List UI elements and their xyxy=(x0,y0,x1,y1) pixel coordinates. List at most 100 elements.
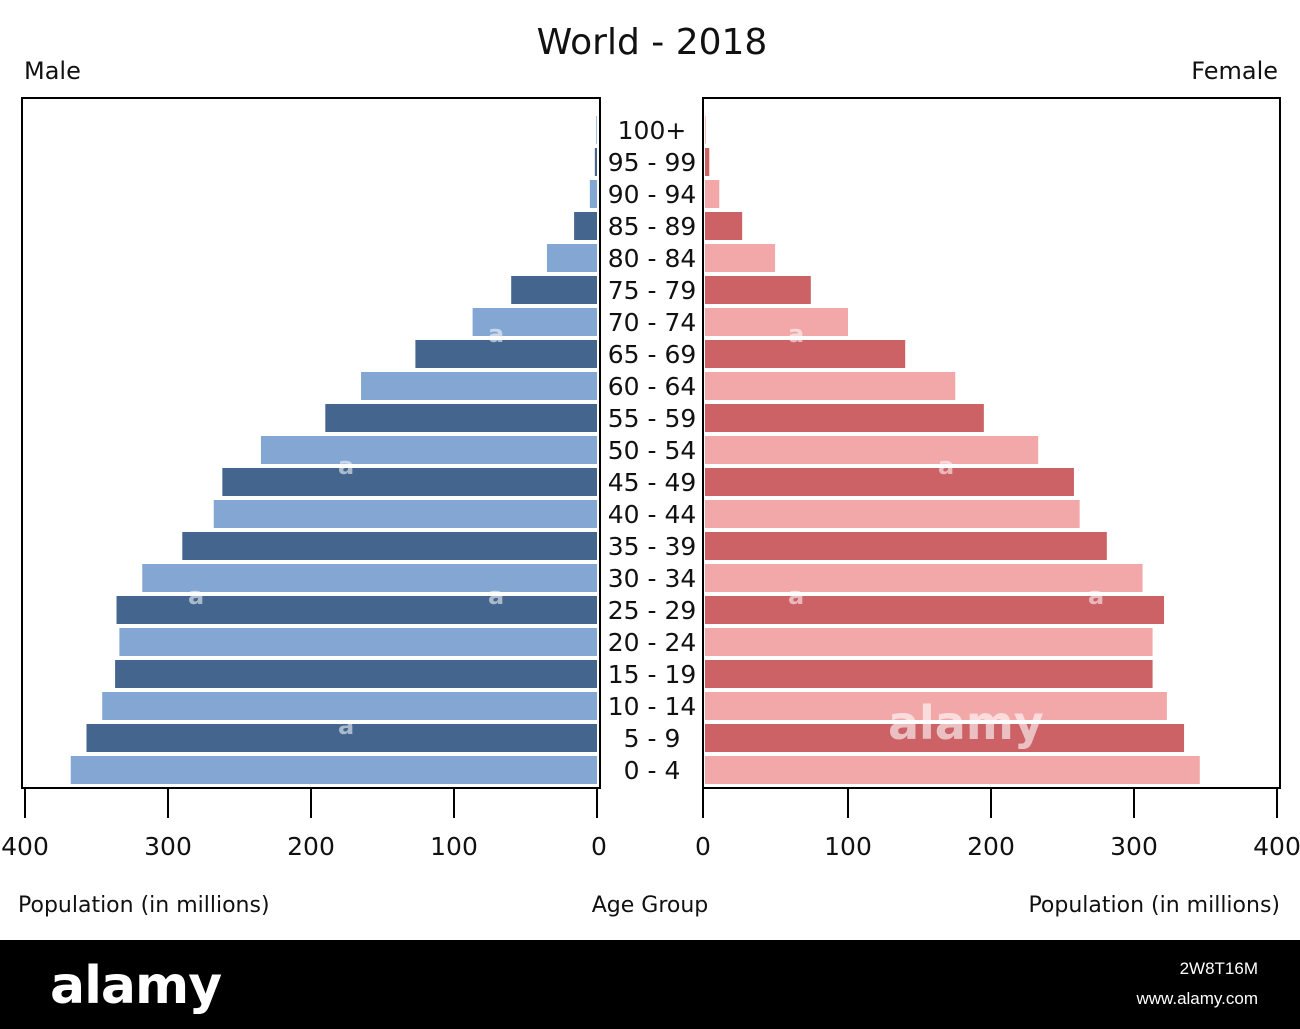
age-group-label: 30 - 34 xyxy=(608,564,697,593)
watermark-mark: a xyxy=(788,582,805,610)
age-group-label: 45 - 49 xyxy=(608,468,697,497)
male-tick-label: 400 xyxy=(1,832,49,861)
age-group-labels: 100+ 95 - 99 90 - 94 85 - 89 80 - 84 75 - 79 7… xyxy=(608,116,697,785)
female-bar-45-49 xyxy=(705,468,1074,496)
male-bar-60-64 xyxy=(361,372,597,400)
male-bar-35-39 xyxy=(182,532,598,560)
female-bar-85-89 xyxy=(705,212,743,240)
watermark-mark: a xyxy=(338,712,355,740)
male-bar-0-4 xyxy=(70,756,597,784)
age-group-label: 10 - 14 xyxy=(608,692,697,721)
watermark-info: 2W8T16M www.alamy.com xyxy=(1136,954,1258,1014)
male-bar-80-84 xyxy=(546,244,597,272)
age-group-label: 0 - 4 xyxy=(624,756,681,785)
watermark-mark: a xyxy=(1088,582,1105,610)
female-bar-20-24 xyxy=(705,628,1153,656)
female-bar-50-54 xyxy=(705,436,1039,464)
male-bar-65-69 xyxy=(415,340,597,368)
age-group-label: 50 - 54 xyxy=(608,436,697,465)
male-tick-label: 100 xyxy=(430,832,478,861)
age-group-label: 40 - 44 xyxy=(608,500,697,529)
male-bar-90-94 xyxy=(589,180,597,208)
female-bar-95-99 xyxy=(705,148,710,176)
watermark-mark: a xyxy=(488,582,505,610)
female-bar-80-84 xyxy=(705,244,776,272)
male-bar-95-99 xyxy=(594,148,597,176)
female-bar-90-94 xyxy=(705,180,720,208)
age-group-label: 65 - 69 xyxy=(608,340,697,369)
female-tick-label: 200 xyxy=(967,832,1015,861)
female-bar-15-19 xyxy=(705,660,1153,688)
alamy-logo: alamy xyxy=(50,956,222,1016)
site-url: www.alamy.com xyxy=(1136,989,1258,1008)
age-group-label: 75 - 79 xyxy=(608,276,697,305)
male-bar-10-14 xyxy=(102,692,597,720)
male-bar-30-34 xyxy=(142,564,597,592)
male-panel-label: Male xyxy=(24,57,81,85)
male-bar-45-49 xyxy=(222,468,597,496)
age-group-label: 60 - 64 xyxy=(608,372,697,401)
female-panel: 0 100 200 300 400 xyxy=(695,97,1300,861)
female-bar-55-59 xyxy=(705,404,984,432)
age-group-label: 100+ xyxy=(618,116,687,145)
female-bar-35-39 xyxy=(705,532,1107,560)
population-pyramid-chart: World - 2018 Male Female 400 300 200 100 0 0… xyxy=(1,22,1300,918)
male-bar-75-79 xyxy=(511,276,597,304)
female-bars xyxy=(705,116,1200,784)
female-bar-60-64 xyxy=(705,372,956,400)
male-bar-55-59 xyxy=(325,404,597,432)
age-group-axis-label: Age Group xyxy=(592,893,709,918)
male-tick-label: 200 xyxy=(287,832,335,861)
age-group-label: 90 - 94 xyxy=(608,180,697,209)
male-bar-5-9 xyxy=(86,724,598,752)
female-x-axis-label: Population (in millions) xyxy=(1028,893,1280,918)
watermark-mark: a xyxy=(338,452,355,480)
female-panel-label: Female xyxy=(1191,57,1278,85)
female-bar-10-14 xyxy=(705,692,1167,720)
male-tick-label: 0 xyxy=(591,832,607,861)
image-id: 2W8T16M xyxy=(1179,959,1258,978)
male-axis-ticks: 400 300 200 100 0 xyxy=(1,788,607,861)
male-bar-50-54 xyxy=(260,436,597,464)
female-bar-0-4 xyxy=(705,756,1200,784)
male-panel: 400 300 200 100 0 xyxy=(1,97,607,861)
male-bar-70-74 xyxy=(472,308,597,336)
female-bar-75-79 xyxy=(705,276,811,304)
male-bar-85-89 xyxy=(574,212,597,240)
female-tick-label: 100 xyxy=(824,832,872,861)
female-tick-label: 0 xyxy=(695,832,711,861)
watermark-mark: a xyxy=(488,320,505,348)
watermark-mark: a xyxy=(188,582,205,610)
age-group-label: 35 - 39 xyxy=(608,532,697,561)
chart-title: World - 2018 xyxy=(537,22,768,63)
male-bar-20-24 xyxy=(119,628,597,656)
female-bar-30-34 xyxy=(705,564,1143,592)
age-group-label: 55 - 59 xyxy=(608,404,697,433)
female-bar-100- xyxy=(705,116,706,144)
female-bar-65-69 xyxy=(705,340,906,368)
age-group-label: 95 - 99 xyxy=(608,148,697,177)
age-group-label: 70 - 74 xyxy=(608,308,697,337)
age-group-label: 25 - 29 xyxy=(608,596,697,625)
male-bars xyxy=(70,116,598,784)
male-x-axis-label: Population (in millions) xyxy=(18,893,270,918)
female-bar-40-44 xyxy=(705,500,1080,528)
age-group-label: 80 - 84 xyxy=(608,244,697,273)
age-group-label: 15 - 19 xyxy=(608,660,697,689)
watermark-mark: a xyxy=(938,452,955,480)
male-bar-100- xyxy=(596,116,597,144)
male-bar-15-19 xyxy=(115,660,597,688)
male-bar-25-29 xyxy=(116,596,598,624)
age-group-label: 85 - 89 xyxy=(608,212,697,241)
watermark-brand-overlay: alamy xyxy=(888,696,1044,750)
male-bar-40-44 xyxy=(213,500,597,528)
female-bar-70-74 xyxy=(705,308,848,336)
female-bar-5-9 xyxy=(705,724,1185,752)
age-group-label: 20 - 24 xyxy=(608,628,697,657)
watermark-mark: a xyxy=(788,320,805,348)
watermark-footer: alamy 2W8T16M www.alamy.com xyxy=(0,940,1300,1029)
female-tick-label: 400 xyxy=(1253,832,1300,861)
female-bar-25-29 xyxy=(705,596,1165,624)
female-axis-ticks: 0 100 200 300 400 xyxy=(695,788,1300,861)
age-group-label: 5 - 9 xyxy=(624,724,681,753)
